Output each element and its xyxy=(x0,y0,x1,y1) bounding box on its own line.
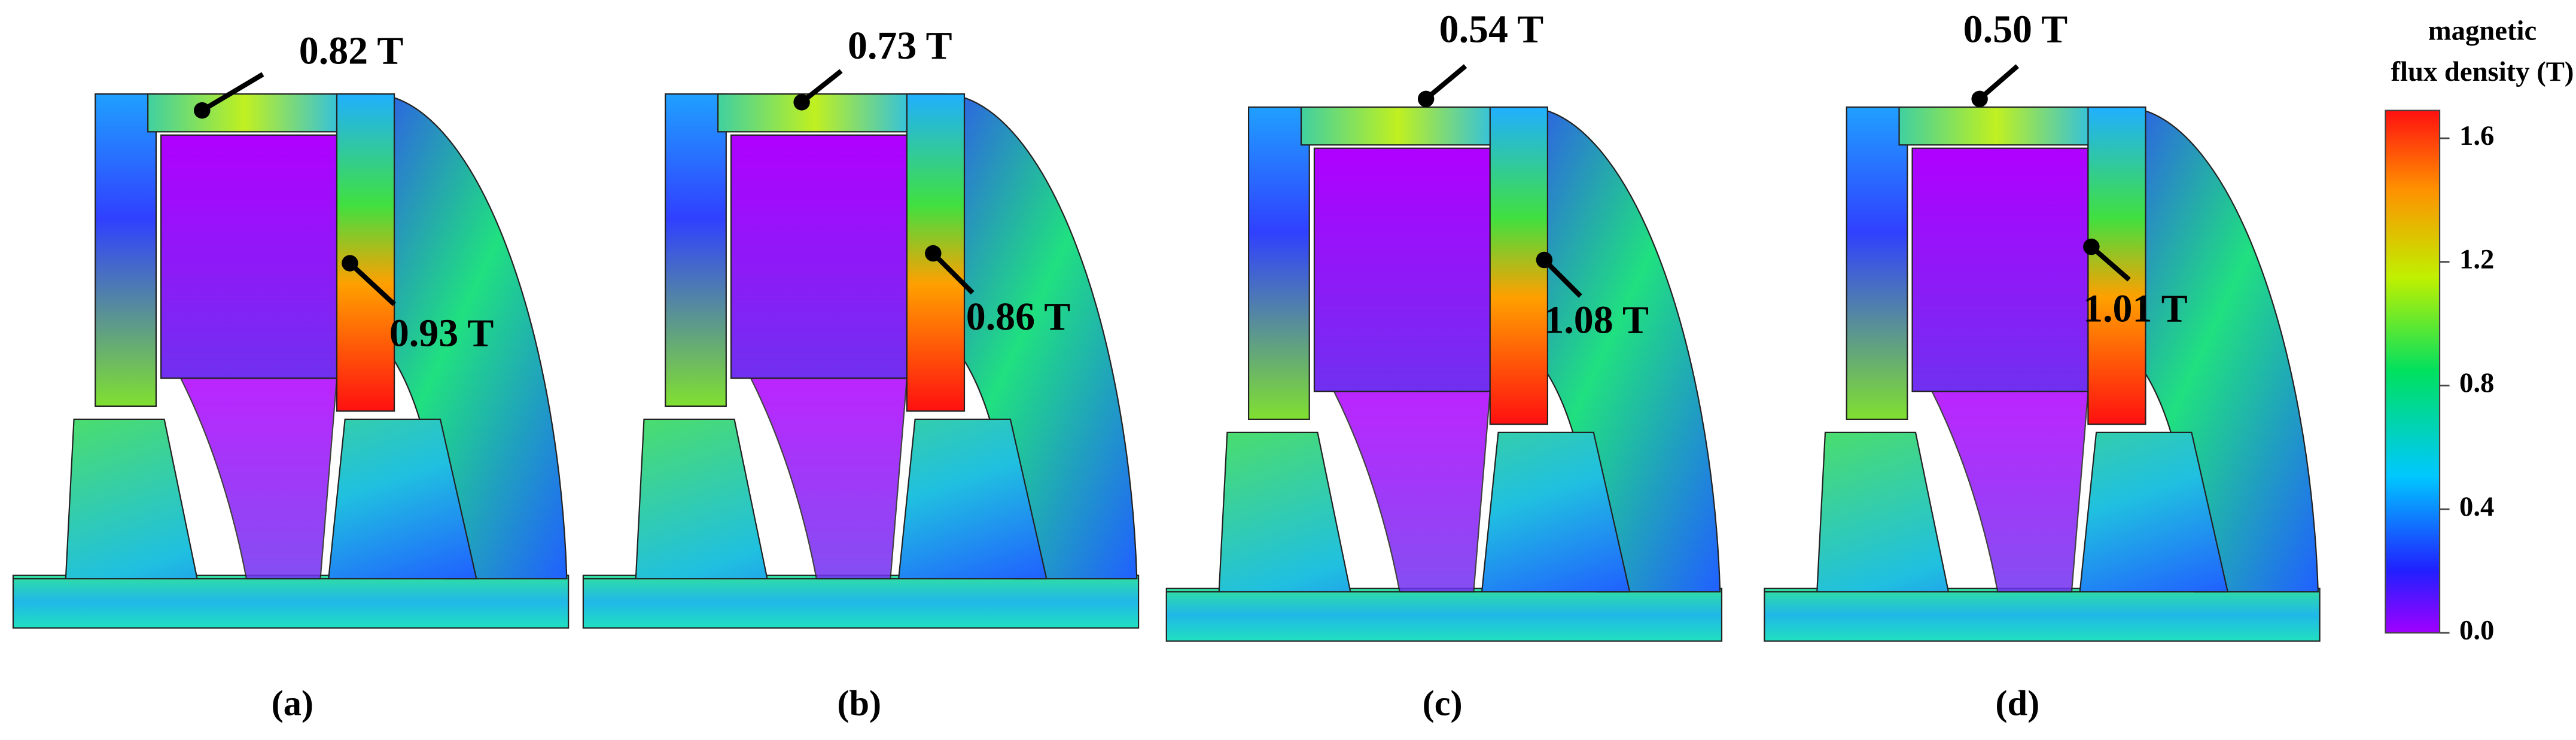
fem-panel xyxy=(1165,106,1723,642)
pillar xyxy=(1846,106,1908,420)
pillar xyxy=(95,93,157,407)
leader-line xyxy=(931,251,975,295)
flux-label: 0.54 T xyxy=(1439,8,1544,51)
panel-caption: (b) xyxy=(837,683,881,723)
flux-label: 1.01 T xyxy=(2083,287,2188,331)
colorbar-title: flux density (T) xyxy=(2391,56,2574,87)
base xyxy=(1764,587,2321,642)
flux-label: 0.82 T xyxy=(299,29,404,72)
core xyxy=(750,377,908,580)
leader-dot xyxy=(342,255,358,272)
base xyxy=(582,574,1140,629)
leader-dot xyxy=(793,94,810,111)
colorbar-tick-label: 1.6 xyxy=(2459,120,2494,151)
leader-dot xyxy=(1417,90,1435,108)
leader-dot xyxy=(2083,238,2100,255)
colorbar-tick-label: 0.4 xyxy=(2459,491,2494,522)
base xyxy=(1165,587,1723,642)
magnet xyxy=(1313,147,1491,392)
leader-dot xyxy=(925,245,942,262)
colorbar xyxy=(2385,109,2441,634)
fem-panel xyxy=(582,93,1140,629)
leader-line xyxy=(200,72,264,113)
core xyxy=(179,377,338,580)
leader-dot xyxy=(1536,251,1553,269)
pillar xyxy=(1247,106,1310,420)
yoke xyxy=(717,93,913,133)
core xyxy=(1931,391,2089,593)
yoke xyxy=(1898,106,2094,146)
magnet xyxy=(730,134,908,379)
colorbar-tick-label: 1.2 xyxy=(2459,244,2494,275)
flux-label: 0.73 T xyxy=(848,24,952,68)
flux-label: 1.08 T xyxy=(1544,299,1649,342)
pole xyxy=(1489,106,1548,425)
leader-line xyxy=(1424,64,1467,101)
base xyxy=(12,574,570,629)
core xyxy=(1333,391,1491,593)
colorbar-title: magnetic xyxy=(2428,15,2537,46)
yoke xyxy=(1300,106,1496,146)
pole xyxy=(336,93,395,412)
panel-caption: (c) xyxy=(1423,683,1463,723)
leader-line xyxy=(1978,64,2020,101)
panels: 0.82 T 0.93 T (a) 0.73 T 0.86 T (b) 0.54 T 1.08… xyxy=(12,8,2321,723)
flux-label: 0.50 T xyxy=(1963,8,2068,51)
flux-label: 0.86 T xyxy=(966,295,1071,339)
leader-line xyxy=(2090,245,2131,282)
yoke xyxy=(147,93,343,133)
colorbar-tick-label: 0.0 xyxy=(2459,615,2494,646)
panel-caption: (a) xyxy=(272,683,313,723)
colorbar-tick-label: 0.8 xyxy=(2459,367,2494,398)
leader-dot xyxy=(194,102,211,119)
fem-panel xyxy=(1764,106,2321,642)
flux-label: 0.93 T xyxy=(389,312,494,355)
leader-line xyxy=(800,69,843,105)
magnet xyxy=(1911,147,2089,392)
leader-line xyxy=(1542,258,1582,298)
magnet xyxy=(160,134,338,379)
leader-dot xyxy=(1971,90,1988,108)
leader-line xyxy=(348,261,396,306)
panel-caption: (d) xyxy=(1995,683,2039,723)
pillar xyxy=(665,93,727,407)
fem-panel xyxy=(12,93,570,629)
